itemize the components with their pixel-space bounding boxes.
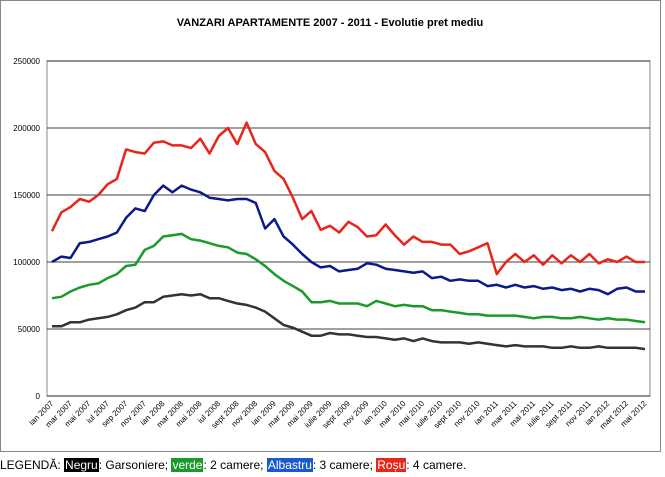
y-tick-label: 100000: [13, 258, 40, 267]
legend-title: LEGENDĂ:: [0, 458, 61, 472]
chart-title: VANZARI APARTAMENTE 2007 - 2011 - Evolut…: [177, 17, 483, 29]
legend-text: : 3 camere;: [312, 458, 373, 472]
y-tick-label: 250000: [13, 57, 40, 66]
legend-swatch: Albastru: [266, 458, 313, 472]
y-tick-label: 200000: [13, 124, 40, 133]
legend-swatch: Roșu: [376, 458, 407, 472]
legend-text: : 4 camere.: [406, 458, 467, 472]
y-tick-label: 50000: [18, 325, 41, 334]
series-line: [52, 292, 646, 351]
plot-area: [46, 60, 651, 397]
y-tick-label: 150000: [13, 191, 40, 200]
legend-text: : Garsoniere;: [98, 458, 169, 472]
legend: LEGENDĂ: Negru: Garsoniere; verde: 2 cam…: [0, 458, 466, 472]
series-line: [51, 184, 645, 296]
chart: VANZARI APARTAMENTE 2007 - 2011 - Evolut…: [0, 0, 661, 452]
legend-text: : 2 camere;: [203, 458, 264, 472]
legend-swatch: Negru: [64, 458, 99, 472]
legend-swatch: verde: [171, 458, 204, 472]
y-tick-label: 0: [36, 392, 41, 401]
series-line: [50, 121, 645, 276]
series-line: [51, 232, 646, 324]
